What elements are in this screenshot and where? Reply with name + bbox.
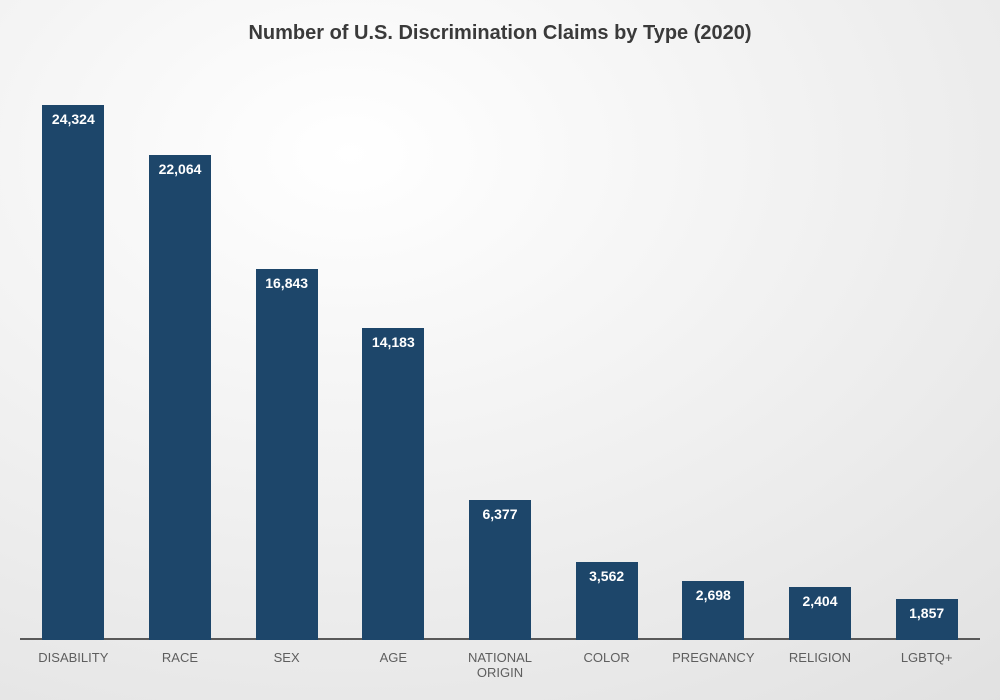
bar: 3,562 xyxy=(576,562,638,640)
bar-value-label: 3,562 xyxy=(576,568,638,584)
bar-value-label: 6,377 xyxy=(469,506,531,522)
category-label: LGBTQ+ xyxy=(873,650,980,665)
bar-value-label: 14,183 xyxy=(362,334,424,350)
category-label: RACE xyxy=(127,650,234,665)
category-label: SEX xyxy=(233,650,340,665)
category-label: RELIGION xyxy=(767,650,874,665)
bar: 6,377 xyxy=(469,500,531,640)
bar-value-label: 1,857 xyxy=(896,605,958,621)
category-label: AGE xyxy=(340,650,447,665)
bar-value-label: 22,064 xyxy=(149,161,211,177)
bar: 2,698 xyxy=(682,581,744,640)
bar-value-label: 2,404 xyxy=(789,593,851,609)
category-label: PREGNANCY xyxy=(660,650,767,665)
category-label: COLOR xyxy=(553,650,660,665)
bar: 16,843 xyxy=(256,269,318,640)
chart-title: Number of U.S. Discrimination Claims by … xyxy=(0,22,1000,45)
bar-value-label: 2,698 xyxy=(682,587,744,603)
chart-container: Number of U.S. Discrimination Claims by … xyxy=(0,0,1000,700)
category-label: DISABILITY xyxy=(20,650,127,665)
bar-value-label: 24,324 xyxy=(42,111,104,127)
bar: 22,064 xyxy=(149,155,211,640)
bar: 24,324 xyxy=(42,105,104,640)
bar: 1,857 xyxy=(896,599,958,640)
category-label: NATIONAL ORIGIN xyxy=(447,650,554,680)
bar: 2,404 xyxy=(789,587,851,640)
category-labels-row: DISABILITYRACESEXAGENATIONAL ORIGINCOLOR… xyxy=(20,642,980,682)
bar: 14,183 xyxy=(362,328,424,640)
bar-value-label: 16,843 xyxy=(256,275,318,291)
plot-area: 24,324 22,064 16,843 14,183 6,377 3,562 2,698 2… xyxy=(20,90,980,640)
